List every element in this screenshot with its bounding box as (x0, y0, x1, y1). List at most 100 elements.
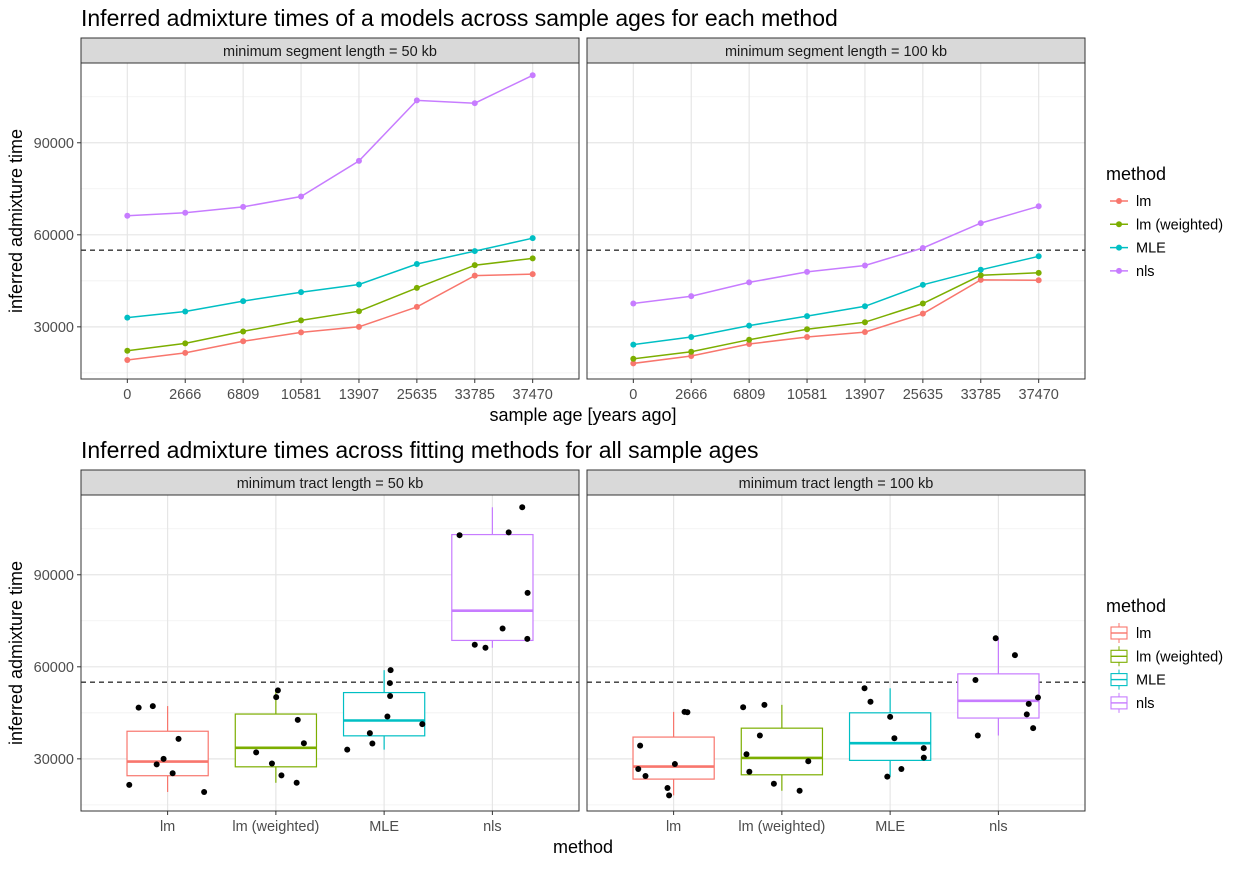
jitter-point (920, 745, 927, 752)
series-line (633, 279, 1039, 365)
jitter-point (805, 758, 812, 765)
jitter-point (135, 704, 142, 711)
data-point (861, 329, 868, 336)
data-point (919, 281, 926, 288)
x-tick-label: MLE (875, 819, 905, 835)
jitter-point (666, 792, 673, 799)
data-point (124, 347, 131, 354)
data-point (413, 97, 420, 104)
jitter-point (796, 787, 803, 794)
jitter-point (273, 694, 280, 701)
box-lm-weighted- (740, 704, 824, 791)
data-point (298, 193, 305, 200)
jitter-point (637, 742, 644, 749)
legend-title: method (1106, 164, 1166, 184)
panel-strip (80, 37, 580, 64)
x-tick-label: 25635 (903, 387, 943, 403)
x-tick-label: nls (989, 819, 1008, 835)
data-point (355, 323, 362, 330)
data-point (804, 313, 811, 320)
jitter-point (419, 721, 426, 728)
x-tick-label: 10581 (787, 387, 827, 403)
data-point (298, 289, 305, 296)
data-point (298, 317, 305, 324)
panel-strip-label: minimum segment length = 100 kb (725, 44, 947, 60)
box-body (740, 727, 824, 776)
data-point (861, 319, 868, 326)
data-point (1035, 269, 1042, 276)
jitter-point (770, 780, 777, 787)
data-point (688, 293, 695, 300)
panel-border (80, 494, 580, 812)
x-tick-label: 6809 (733, 387, 765, 403)
x-tick-label: lm (160, 819, 175, 835)
data-point (298, 329, 305, 336)
data-point (355, 281, 362, 288)
panel-1-0: minimum tract length = 50 kb lm lm (weight… (34, 469, 580, 835)
legend-key-point (1116, 267, 1122, 274)
jitter-point (294, 716, 301, 723)
data-point (804, 333, 811, 340)
data-point (804, 326, 811, 333)
legend-key-point (1116, 244, 1122, 251)
data-point (746, 279, 753, 286)
data-point (182, 209, 189, 216)
panel-0-1: minimum segment length = 100 kb 0 2666 6809… (586, 37, 1086, 403)
legend-title: method (1106, 596, 1166, 616)
series-line (127, 74, 534, 217)
x-tick-label: nls (483, 819, 502, 835)
data-point (977, 266, 984, 273)
jitter-point (274, 687, 281, 694)
box-body (632, 736, 715, 780)
jitter-point (1034, 694, 1041, 701)
jitter-point (519, 504, 526, 511)
jitter-point (387, 692, 394, 699)
jitter-point (386, 680, 393, 687)
legend-label: nls (1136, 696, 1155, 712)
y-tick-label: 90000 (34, 136, 74, 152)
data-point (413, 260, 420, 267)
box-body (957, 673, 1040, 719)
jitter-point (1030, 725, 1037, 732)
jitter-point (664, 784, 671, 791)
jitter-point (887, 713, 894, 720)
legend-label: nls (1136, 264, 1155, 280)
x-tick-label: 6809 (227, 387, 259, 403)
jitter-point (684, 709, 691, 716)
panel-1-1: minimum tract length = 100 kb lm lm (weigh… (586, 469, 1086, 835)
jitter-point (175, 735, 182, 742)
series-line (633, 205, 1039, 305)
panel-strip-label: minimum tract length = 50 kb (237, 476, 424, 492)
jitter-point (524, 589, 531, 596)
data-point (1035, 277, 1042, 284)
data-point (630, 355, 637, 362)
data-point (630, 360, 637, 367)
jitter-point (635, 765, 642, 772)
data-point (919, 310, 926, 317)
jitter-point (1023, 711, 1030, 718)
x-tick-label: 25635 (397, 387, 437, 403)
jitter-point (884, 773, 891, 780)
data-point (861, 303, 868, 310)
data-point (977, 276, 984, 283)
data-point (240, 338, 247, 345)
data-point (746, 336, 753, 343)
data-point (355, 157, 362, 164)
jitter-point (642, 773, 649, 780)
data-point (240, 203, 247, 210)
data-point (688, 348, 695, 355)
jitter-point (761, 701, 768, 708)
chart-title-0: Inferred admixture times of a models acr… (81, 5, 838, 31)
legend-label: lm (weighted) (1136, 217, 1223, 233)
data-point (977, 220, 984, 227)
box-body (342, 691, 426, 737)
legend-key-point (1116, 221, 1122, 228)
data-point (977, 272, 984, 279)
data-point (630, 300, 637, 307)
box-lm (632, 711, 715, 796)
legend-label: lm (weighted) (1136, 649, 1223, 665)
x-tick-label: 13907 (845, 387, 885, 403)
x-tick-label: lm (weighted) (232, 819, 319, 835)
jitter-point (746, 768, 753, 775)
data-point (529, 72, 536, 79)
